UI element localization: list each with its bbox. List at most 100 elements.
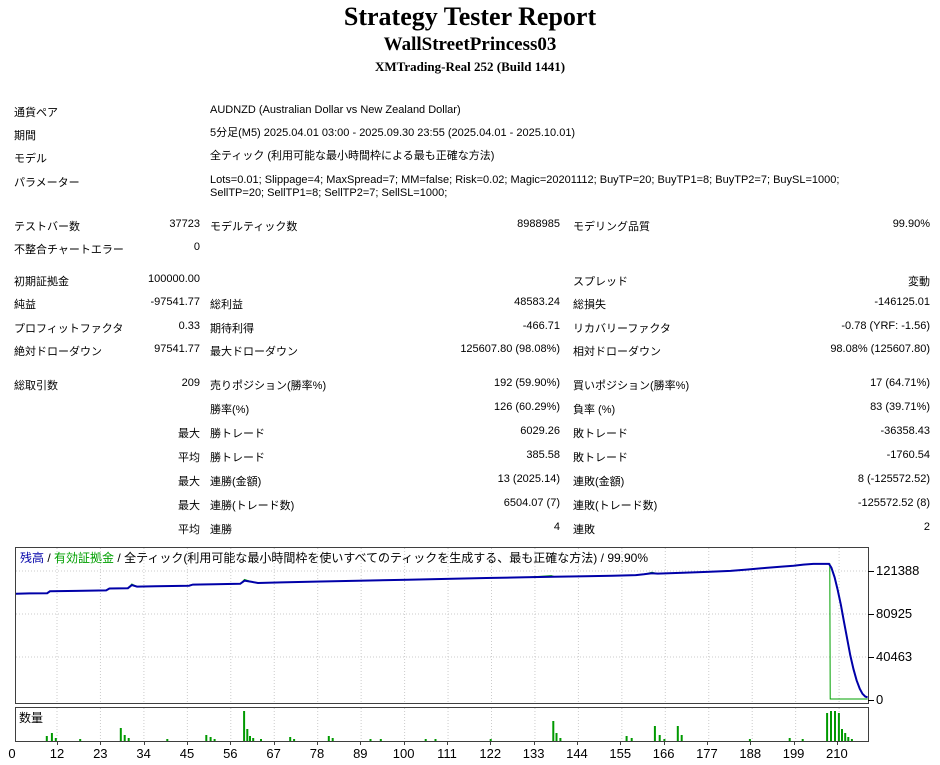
stat-value: 83 (39.71%) <box>870 401 930 413</box>
stat-label: 相対ドローダウン <box>573 346 661 358</box>
stat-value: 99.90% <box>892 218 930 230</box>
stat-row: 総取引数 209 売りポジション(勝率%) 192 (59.90%) 買いポジション(勝… <box>0 377 940 400</box>
x-axis-label: 155 <box>609 746 632 761</box>
stat-label: 敗トレード <box>573 452 628 464</box>
x-axis-tick <box>143 741 145 745</box>
stat-value: 2 <box>923 521 930 533</box>
volume-bar <box>243 711 246 741</box>
volume-bar <box>166 739 169 741</box>
x-axis-label: 56 <box>223 746 238 761</box>
volume-bar <box>213 739 216 741</box>
stat-label: 勝トレード <box>210 428 265 440</box>
stat-value: 4 <box>553 521 560 533</box>
x-axis-tick <box>490 741 492 745</box>
stat-value: -0.78 (YRF: -1.56) <box>841 320 930 332</box>
stat-label: 絶対ドローダウン <box>14 346 102 358</box>
volume-bar <box>205 735 208 741</box>
report-header: Strategy Tester Report WallStreetPrinces… <box>0 2 940 74</box>
x-axis-label: 0 <box>8 746 16 761</box>
x-axis-label: 78 <box>309 746 325 761</box>
volume-pane: 数量 <box>15 707 869 742</box>
volume-bar <box>119 728 122 741</box>
stat-label: 連勝 <box>210 524 232 536</box>
volume-bar <box>434 739 437 741</box>
stat-value: -97541.77 <box>150 296 200 308</box>
x-axis-label: 188 <box>739 746 762 761</box>
x-axis-tick <box>100 741 102 745</box>
x-axis-tick <box>316 741 318 745</box>
volume-bar <box>289 737 292 741</box>
stat-value: 98.08% (125607.80) <box>830 343 930 355</box>
stat-row: 最大 勝トレード 6029.26 敗トレード -36358.43 <box>0 425 940 448</box>
y-axis-tick <box>868 656 874 658</box>
x-axis-tick <box>230 741 232 745</box>
volume-bar <box>663 739 666 741</box>
stat-value: 97541.77 <box>154 343 200 355</box>
stat-row: 最大 連勝(金額) 13 (2025.14) 連敗(金額) 8 (-125572.52) <box>0 473 940 496</box>
info-row: 通貨ペア AUDNZD (Australian Dollar vs New Zea… <box>0 104 940 127</box>
volume-bar <box>559 738 562 741</box>
volume-bar <box>676 726 679 741</box>
volume-bar <box>369 739 372 741</box>
report-title: Strategy Tester Report <box>343 2 597 31</box>
x-axis-tick <box>403 741 405 745</box>
stat-row: プロフィットファクタ 0.33 期待利得 -466.71 リカバリーファクタ -0.78 … <box>0 320 940 343</box>
stat-value: 8 (-125572.52) <box>857 473 930 485</box>
legend-model: 全ティック(利用可能な最小時間枠を使いすべてのティックを生成する、最も正確な方法… <box>124 551 598 565</box>
volume-bar <box>834 711 836 741</box>
stat-value: 37723 <box>169 218 200 230</box>
legend-quality: 99.90% <box>607 551 649 565</box>
stat-value: 385.58 <box>526 449 560 461</box>
volume-bar <box>246 729 249 741</box>
x-axis-label: 67 <box>266 746 281 761</box>
volume-bar <box>847 737 850 741</box>
x-axis-label: 12 <box>49 746 65 761</box>
stat-value: 最大 <box>178 476 200 488</box>
parameter-line: Lots=0.01; Slippage=4; MaxSpread=7; MM=f… <box>210 174 840 186</box>
stat-label: 最大ドローダウン <box>210 346 298 358</box>
legend-equity: 有効証拠金 <box>54 551 115 565</box>
stat-row: 平均 連勝 4 連敗 2 <box>0 521 940 544</box>
legend-separator: / <box>44 551 55 565</box>
stat-row: 不整合チャートエラー 0 <box>0 241 940 264</box>
stat-value: 192 (59.90%) <box>493 377 560 389</box>
info-label: 通貨ペア <box>14 107 58 119</box>
info-label: モデル <box>14 153 47 165</box>
stat-value: 平均 <box>178 452 200 464</box>
stat-value: 17 (64.71%) <box>870 377 930 389</box>
info-label: パラメーター <box>14 177 80 189</box>
volume-bar <box>658 735 661 741</box>
y-axis-label: 0 <box>876 692 884 707</box>
stat-value: 100000.00 <box>148 273 200 285</box>
stat-label: 勝率(%) <box>210 404 250 416</box>
balance-pane: 残高 / 有効証拠金 / 全ティック(利用可能な最小時間枠を使いすべてのティック… <box>15 547 869 704</box>
x-axis-tick <box>56 741 58 745</box>
stat-label: 売りポジション(勝率%) <box>210 380 327 392</box>
stat-row: 勝率(%) 126 (60.29%) 負率 (%) 83 (39.71%) <box>0 401 940 424</box>
y-axis-tick <box>868 700 874 701</box>
stat-label: 連勝(トレード数) <box>210 500 295 512</box>
stat-value: 平均 <box>178 524 200 536</box>
stat-value: -466.71 <box>522 320 560 332</box>
info-label: 期間 <box>14 130 36 142</box>
volume-bars-svg <box>45 708 853 741</box>
stat-label: 総損失 <box>573 299 606 311</box>
stat-label: テストバー数 <box>14 221 80 233</box>
stat-value: 0 <box>193 241 200 253</box>
parameter-line: SellTP=20; SellTP1=8; SellTP2=7; SellSL=… <box>210 187 448 199</box>
volume-bar <box>54 738 57 741</box>
x-axis-label: 111 <box>437 746 457 761</box>
stat-value: 125607.80 (98.08%) <box>460 343 560 355</box>
volume-bar <box>293 739 296 741</box>
stat-label: 連勝(金額) <box>210 476 262 488</box>
stat-value: -36358.43 <box>880 425 930 437</box>
stat-value: 0.33 <box>178 320 200 332</box>
x-axis-tick <box>793 741 795 745</box>
stat-value: 6504.07 (7) <box>503 497 560 509</box>
volume-bar <box>252 738 255 741</box>
stat-label: 勝トレード <box>210 452 265 464</box>
stat-label: 買いポジション(勝率%) <box>573 380 690 392</box>
legend-separator: / <box>597 551 608 565</box>
stat-label: 期待利得 <box>210 323 254 335</box>
x-axis-label: 122 <box>479 746 502 761</box>
